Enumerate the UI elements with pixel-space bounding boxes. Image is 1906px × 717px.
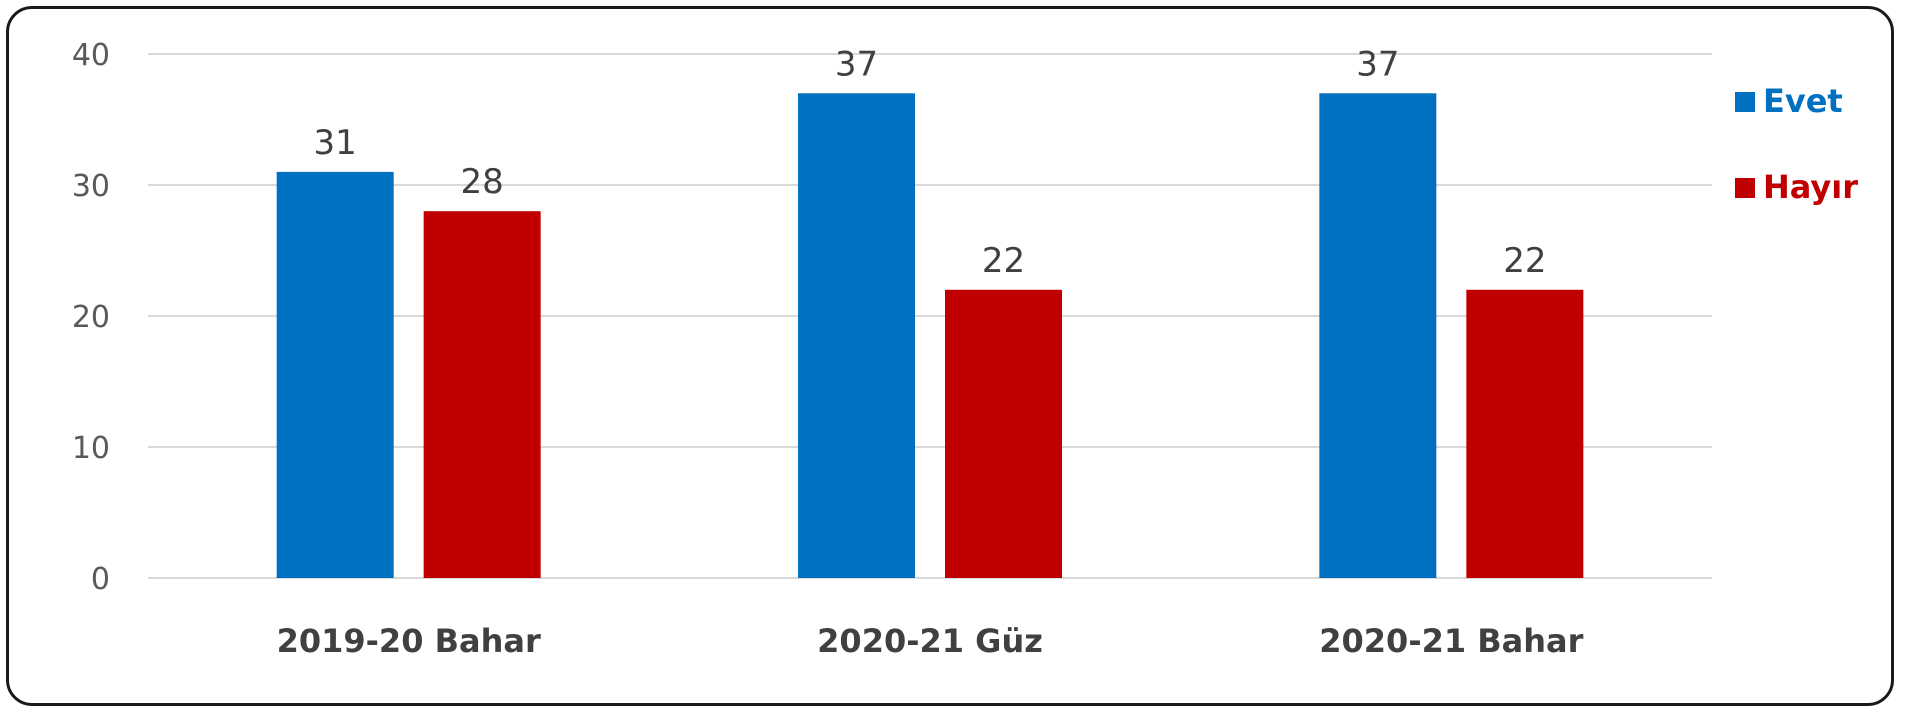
data-label-hay-r-2: 22: [1503, 241, 1546, 281]
category-label-2: 2020-21 Bahar: [1319, 622, 1583, 660]
bar-hay-r-1: [945, 289, 1062, 578]
category-label-0: 2019-20 Bahar: [277, 622, 541, 660]
y-tick-label-10: 10: [72, 431, 110, 466]
data-labels: 31 28 37 22 37 22: [314, 44, 1547, 280]
data-label-evet-1: 37: [835, 44, 878, 84]
legend-label-evet: Evet: [1763, 82, 1843, 120]
y-axis-tick-labels: 0 10 20 30 40: [72, 38, 110, 597]
data-label-evet-2: 37: [1356, 44, 1399, 84]
y-tick-label-0: 0: [91, 562, 110, 597]
bar-hay-r-2: [1466, 289, 1584, 578]
bar-evet-2: [1319, 93, 1437, 579]
bar-hay-r-0: [423, 211, 541, 578]
bar-evet-1: [798, 93, 915, 579]
y-tick-label-20: 20: [72, 300, 110, 335]
data-label-hay-r-1: 22: [982, 241, 1025, 281]
y-tick-label-40: 40: [72, 38, 110, 73]
data-label-evet-0: 31: [314, 123, 357, 163]
bars: [276, 93, 1584, 579]
y-tick-label-30: 30: [72, 169, 110, 204]
bar-evet-0: [276, 171, 394, 578]
legend-swatch-hay-r: [1735, 178, 1755, 198]
legend-label-hay-r: Hayır: [1763, 168, 1858, 206]
legend: Evet Hayır: [1735, 82, 1858, 206]
legend-swatch-evet: [1735, 92, 1755, 112]
x-axis-category-labels: 2019-20 Bahar 2020-21 Güz 2020-21 Bahar: [277, 622, 1584, 660]
category-label-1: 2020-21 Güz: [817, 622, 1043, 660]
data-label-hay-r-0: 28: [461, 162, 504, 202]
gridlines: [148, 53, 1712, 579]
